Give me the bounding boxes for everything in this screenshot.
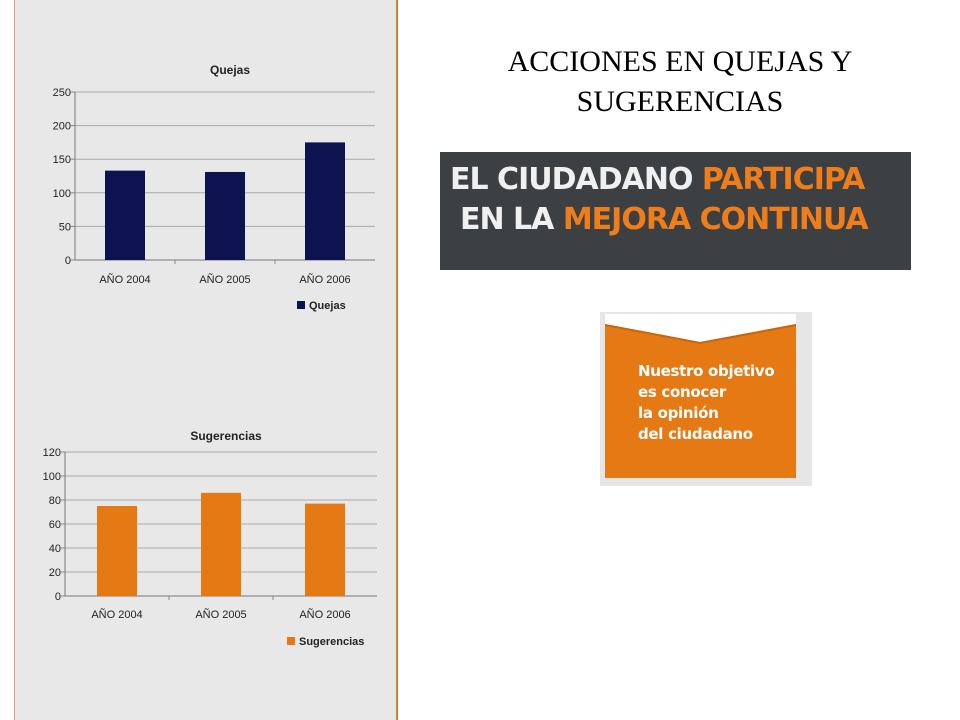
sugerencias-category-label: AÑO 2006: [299, 608, 350, 621]
quejas-y-tick-label: 150: [53, 154, 71, 166]
quejas-category-label: AÑO 2005: [199, 273, 250, 286]
banner-line-1-plain: EL CIUDADANO: [450, 162, 702, 197]
quejas-category-label: AÑO 2004: [99, 273, 150, 286]
quejas-y-tick-label: 200: [53, 121, 71, 133]
objective-line-2: es conocer: [638, 383, 726, 401]
quejas-bar: [105, 170, 145, 260]
objective-line-3: la opinión: [638, 404, 719, 422]
sugerencias-y-tick-label: 60: [49, 519, 61, 531]
quejas-bar: [205, 171, 245, 260]
sugerencias-category-label: AÑO 2004: [91, 608, 142, 621]
quejas-legend-label: Quejas: [309, 300, 346, 312]
quejas-y-tick-label: 50: [59, 221, 71, 233]
participation-banner: EL CIUDADANO PARTICIPA EN LA MEJORA CONT…: [440, 152, 911, 270]
objective-line-1: Nuestro objetivo: [638, 362, 775, 380]
objective-line-4: del ciudadano: [638, 425, 753, 443]
slide-title: ACCIONES EN QUEJAS Y SUGERENCIAS: [440, 42, 920, 122]
sugerencias-chart-title: Sugerencias: [190, 429, 262, 443]
charts-panel: Quejas 0 50 100 150 200 250 AÑO 2004 AÑO 2005 AÑO…: [14, 0, 398, 720]
sugerencias-bar: [97, 506, 137, 596]
sugerencias-bar: [305, 503, 345, 596]
sugerencias-y-tick-label: 40: [49, 543, 61, 555]
banner-line-1: EL CIUDADANO PARTICIPA: [450, 160, 901, 200]
objective-card-decoration: [605, 314, 796, 344]
banner-line-2-highlight: MEJORA CONTINUA: [562, 202, 869, 237]
slide-title-line-1: ACCIONES EN QUEJAS Y: [507, 45, 853, 78]
banner-line-1-highlight: PARTICIPA: [701, 162, 865, 197]
sugerencias-y-tick-label: 20: [49, 567, 61, 579]
sugerencias-y-tick-label: 80: [49, 495, 61, 507]
quejas-y-tick-label: 0: [65, 255, 71, 267]
quejas-bar: [305, 142, 345, 260]
sugerencias-y-tick-label: 0: [55, 591, 61, 603]
quejas-category-label: AÑO 2006: [299, 273, 350, 286]
objective-text: Nuestro objetivo es conocer la opinión d…: [638, 361, 794, 445]
quejas-chart-title: Quejas: [210, 63, 250, 77]
objective-card: Nuestro objetivo es conocer la opinión d…: [605, 314, 796, 478]
chevron-notch-icon: [605, 314, 796, 342]
sugerencias-legend-swatch: [287, 637, 295, 645]
banner-line-2-plain: EN LA: [460, 202, 563, 237]
sugerencias-bar: [201, 492, 241, 596]
banner-line-2: EN LA MEJORA CONTINUA: [450, 200, 901, 240]
sugerencias-legend-label: Sugerencias: [299, 636, 364, 648]
sugerencias-y-tick-label: 100: [43, 471, 61, 483]
quejas-y-tick-label: 100: [53, 188, 71, 200]
sugerencias-category-label: AÑO 2005: [195, 608, 246, 621]
sugerencias-y-tick-label: 120: [43, 447, 61, 459]
slide-title-line-2: SUGERENCIAS: [576, 85, 784, 118]
quejas-y-tick-label: 250: [53, 87, 71, 99]
quejas-legend-swatch: [297, 301, 305, 309]
